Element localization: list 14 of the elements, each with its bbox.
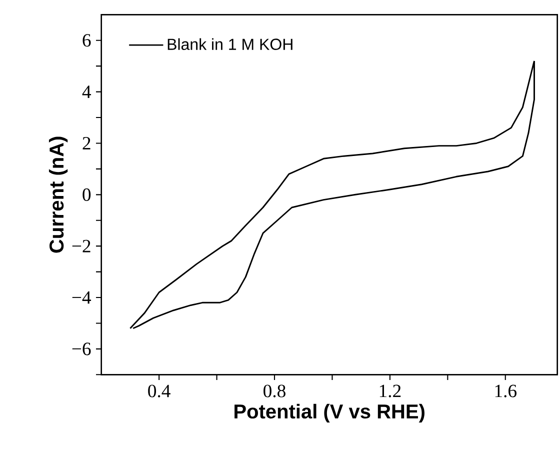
y-tick-label: 6 [82, 34, 91, 47]
y-tick-label: 0 [82, 188, 91, 201]
x-tick-label: 1.2 [380, 384, 401, 398]
x-axis-title: Potential (V vs RHE) [234, 404, 424, 422]
y-axis-title: Current (nA) [48, 136, 68, 253]
x-tick-label: 0.8 [264, 384, 286, 398]
y-tick-label: −4 [72, 291, 92, 304]
x-tick-label: 0.4 [148, 384, 170, 398]
legend-label: Blank in 1 M KOH [168, 38, 292, 50]
y-tick-label: −2 [72, 240, 90, 252]
x-tick-label: 1.6 [495, 384, 516, 398]
y-tick-label: 2 [82, 137, 90, 150]
y-tick-label: 4 [82, 86, 92, 98]
y-tick-label: −6 [72, 342, 91, 356]
